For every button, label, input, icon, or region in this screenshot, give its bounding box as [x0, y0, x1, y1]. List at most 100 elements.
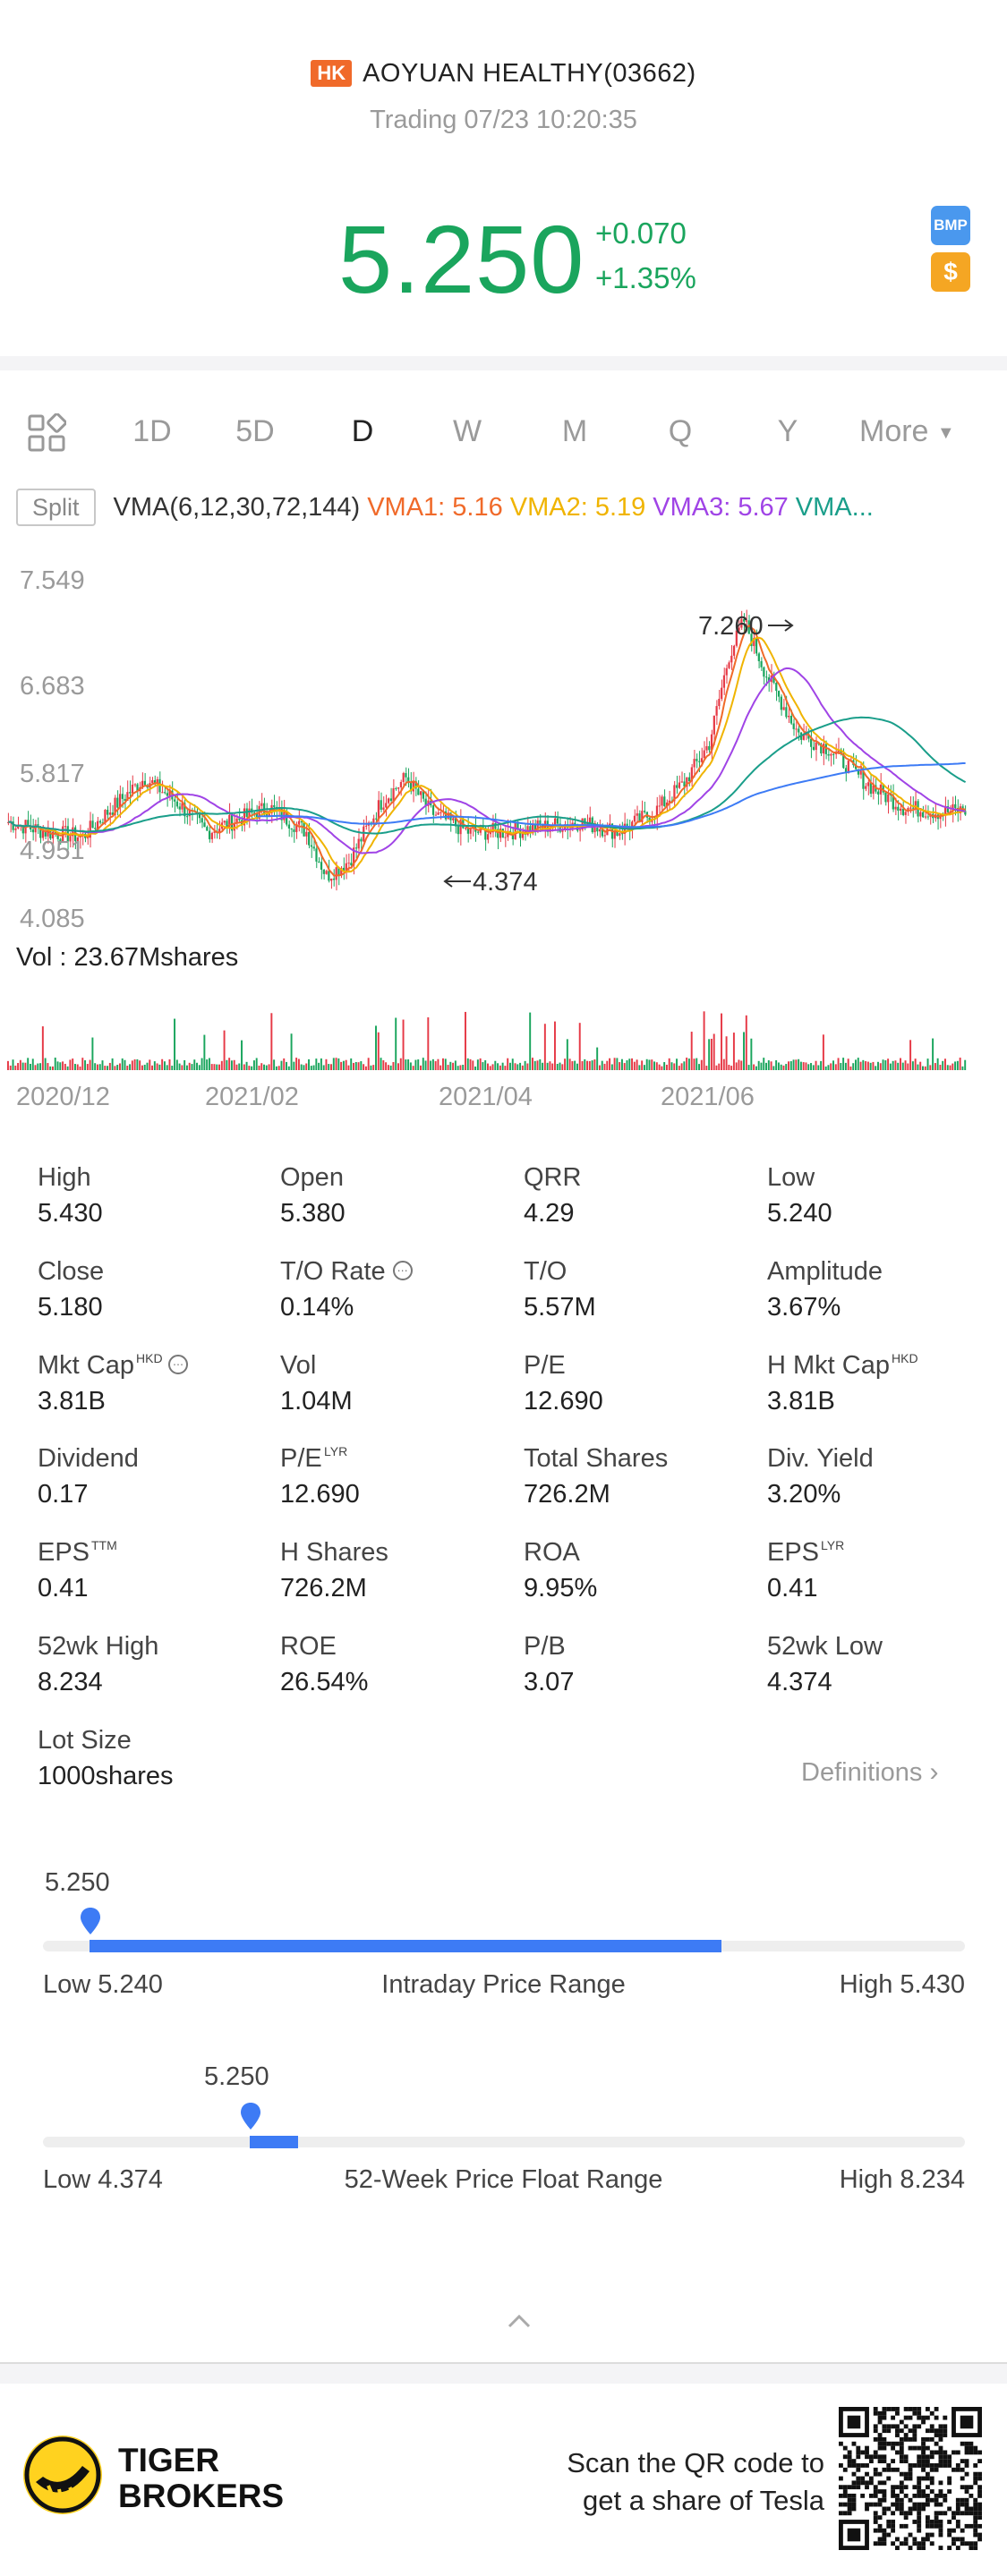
volume-bar: [37, 1063, 39, 1070]
tab-month[interactable]: M: [561, 414, 588, 448]
volume-bar: [357, 1062, 360, 1070]
volume-bar: [665, 1064, 668, 1070]
volume-bar: [516, 1064, 519, 1070]
volume-bar: [372, 1065, 375, 1070]
volume-bar: [840, 1062, 842, 1070]
tab-quarter[interactable]: Q: [668, 414, 693, 448]
stat-item: P/B 3.07: [524, 1628, 765, 1700]
stat-label-text: EPS: [767, 1538, 820, 1567]
tab-more[interactable]: More ▼: [859, 394, 955, 471]
volume-bar: [571, 1061, 574, 1070]
candle-body: [27, 820, 30, 826]
dollar-icon[interactable]: $: [931, 252, 970, 292]
candle-body: [345, 863, 347, 871]
volume-bar: [686, 1058, 688, 1070]
volume-bar: [69, 1059, 72, 1070]
candle-body: [616, 830, 619, 836]
candle-body: [504, 837, 507, 838]
candle-body: [335, 867, 337, 880]
qr-code-icon[interactable]: [839, 2407, 982, 2550]
candle-body: [265, 813, 269, 817]
candle-body: [382, 807, 385, 810]
candle-body: [847, 761, 849, 774]
candle-body: [185, 816, 189, 818]
volume-bar: [395, 1017, 397, 1070]
volume-bar: [293, 1061, 295, 1070]
split-button[interactable]: Split: [16, 489, 96, 526]
info-icon[interactable]: ⋯: [167, 1355, 188, 1375]
tab-5d[interactable]: 5D: [235, 414, 275, 448]
candle-body: [949, 811, 952, 812]
candle-body: [869, 782, 872, 795]
tab-1d[interactable]: 1D: [132, 414, 172, 448]
candle-body: [755, 637, 758, 654]
volume-bar: [529, 1012, 532, 1070]
volume-bar: [251, 1066, 253, 1070]
candle-body: [206, 827, 209, 831]
bmp-icon[interactable]: BMP: [931, 206, 970, 245]
volume-bar: [827, 1065, 830, 1070]
candle-body: [41, 830, 45, 838]
chevron-up-icon[interactable]: [508, 2313, 531, 2329]
candle-body: [332, 878, 336, 880]
candle-body: [499, 829, 502, 838]
kline-chart[interactable]: 7.549 6.683 5.817 4.951 4.085 7.260 4.37…: [0, 564, 1007, 1083]
volume-bar: [763, 1058, 765, 1070]
volume-bar: [619, 1062, 621, 1070]
candle-body: [824, 744, 827, 754]
volume-bar: [322, 1065, 325, 1070]
candle-body: [964, 811, 967, 815]
candle-body: [636, 813, 638, 816]
candle-body: [395, 788, 397, 790]
candle-body: [683, 781, 686, 787]
volume-bar: [375, 1025, 377, 1070]
volume-bar: [631, 1058, 634, 1070]
volume-bar: [882, 1059, 884, 1070]
volume-bar: [260, 1063, 263, 1070]
volume-bar: [12, 1059, 14, 1070]
candle-body: [431, 805, 435, 815]
candle-body: [511, 834, 514, 839]
candle-body: [417, 788, 420, 795]
candle-body: [914, 801, 917, 809]
footer-band: [0, 2364, 1007, 2384]
volume-bar: [807, 1064, 810, 1070]
volume-bar: [360, 1061, 363, 1070]
volume-bar: [504, 1066, 507, 1070]
volume-bar: [690, 1032, 693, 1070]
volume-bar: [909, 1040, 912, 1070]
volume-bar: [213, 1064, 216, 1070]
tab-week[interactable]: W: [452, 414, 482, 448]
stat-value: 1.04M: [280, 1387, 353, 1416]
vma-label[interactable]: VMA(6,12,30,72,144): [113, 492, 361, 522]
candle-body: [340, 867, 343, 876]
tab-day[interactable]: D: [351, 414, 374, 448]
candle-body: [708, 745, 711, 751]
volume-bar: [430, 1060, 432, 1070]
candle-body: [721, 687, 723, 699]
volume-bar: [81, 1058, 84, 1070]
definitions-link[interactable]: Definitions ›: [801, 1757, 938, 1788]
tab-year[interactable]: Y: [777, 414, 798, 448]
volume-bar: [420, 1065, 422, 1070]
candle-body: [705, 745, 708, 751]
stat-label-text: EPS: [38, 1538, 90, 1567]
volume-bar: [39, 1063, 42, 1070]
y-tick-label: 5.817: [20, 760, 85, 788]
volume-bar: [641, 1060, 644, 1070]
volume-bar: [444, 1058, 447, 1070]
layout-grid-icon[interactable]: [27, 413, 66, 453]
candle-body: [922, 812, 925, 818]
stat-label: 52wk Low: [767, 1628, 883, 1664]
volume-bar: [308, 1058, 310, 1070]
volume-bar: [865, 1060, 867, 1070]
candle-body: [887, 794, 890, 803]
stat-value: 3.07: [524, 1668, 575, 1696]
candle-body: [641, 811, 644, 822]
candle-body: [439, 812, 442, 813]
vma4-value: VMA...: [795, 492, 874, 522]
volume-bar: [300, 1064, 303, 1070]
info-icon[interactable]: ⋯: [392, 1261, 413, 1281]
candle-body: [820, 744, 823, 754]
volume-bar: [377, 1032, 380, 1070]
